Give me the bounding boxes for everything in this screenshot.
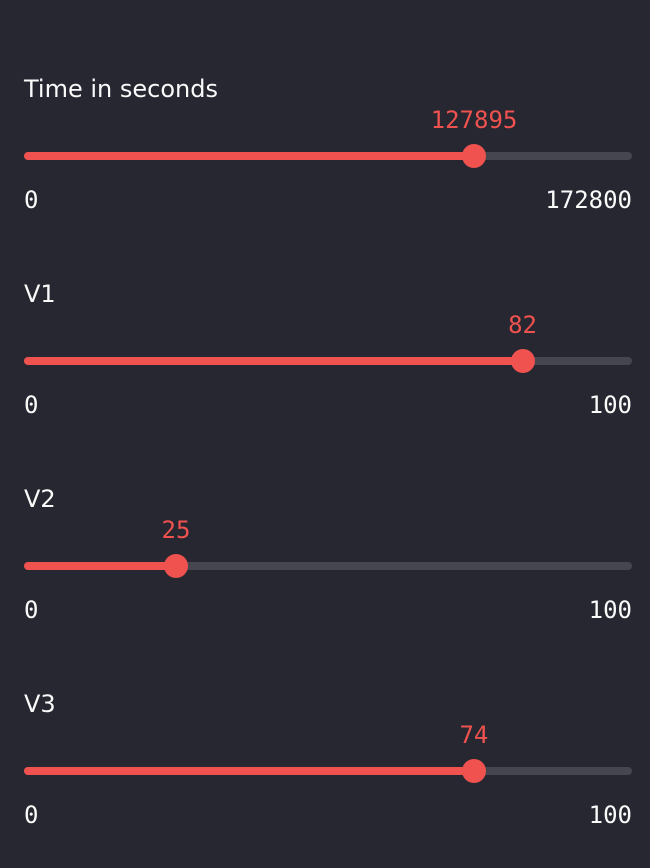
slider-value: 127895 bbox=[430, 106, 518, 134]
slider-label: V3 bbox=[24, 690, 56, 718]
slider-min-label: 0 bbox=[24, 391, 39, 419]
slider-min-label: 0 bbox=[24, 596, 39, 624]
slider-time: Time in seconds 127895 0 172800 bbox=[24, 75, 632, 235]
slider-thumb[interactable] bbox=[164, 554, 188, 578]
slider-min-label: 0 bbox=[24, 801, 39, 829]
slider-thumb[interactable] bbox=[461, 759, 486, 783]
slider-thumb[interactable] bbox=[462, 144, 486, 168]
slider-max-label: 100 bbox=[588, 596, 632, 624]
slider-track[interactable]: 25 bbox=[24, 516, 632, 578]
slider-track[interactable]: 127895 bbox=[24, 106, 632, 168]
slider-v1: V1 82 0 100 bbox=[24, 280, 632, 440]
slider-thumb[interactable] bbox=[510, 349, 535, 373]
slider-value: 82 bbox=[508, 311, 537, 339]
slider-label: V1 bbox=[24, 280, 56, 308]
slider-fill bbox=[24, 562, 176, 570]
slider-value: 25 bbox=[161, 516, 191, 544]
slider-label: V2 bbox=[24, 485, 56, 513]
slider-fill bbox=[24, 767, 474, 775]
slider-fill bbox=[24, 357, 523, 365]
slider-v3: V3 74 0 100 bbox=[24, 690, 632, 850]
slider-track[interactable]: 74 bbox=[24, 721, 632, 783]
slider-fill bbox=[24, 152, 474, 160]
slider-value: 74 bbox=[459, 721, 489, 749]
slider-min-label: 0 bbox=[24, 186, 39, 214]
slider-max-label: 100 bbox=[588, 801, 632, 829]
slider-v2: V2 25 0 100 bbox=[24, 485, 632, 645]
slider-track[interactable]: 82 bbox=[24, 311, 632, 373]
slider-max-label: 100 bbox=[588, 391, 632, 419]
slider-label: Time in seconds bbox=[24, 75, 218, 103]
slider-max-label: 172800 bbox=[545, 186, 632, 214]
